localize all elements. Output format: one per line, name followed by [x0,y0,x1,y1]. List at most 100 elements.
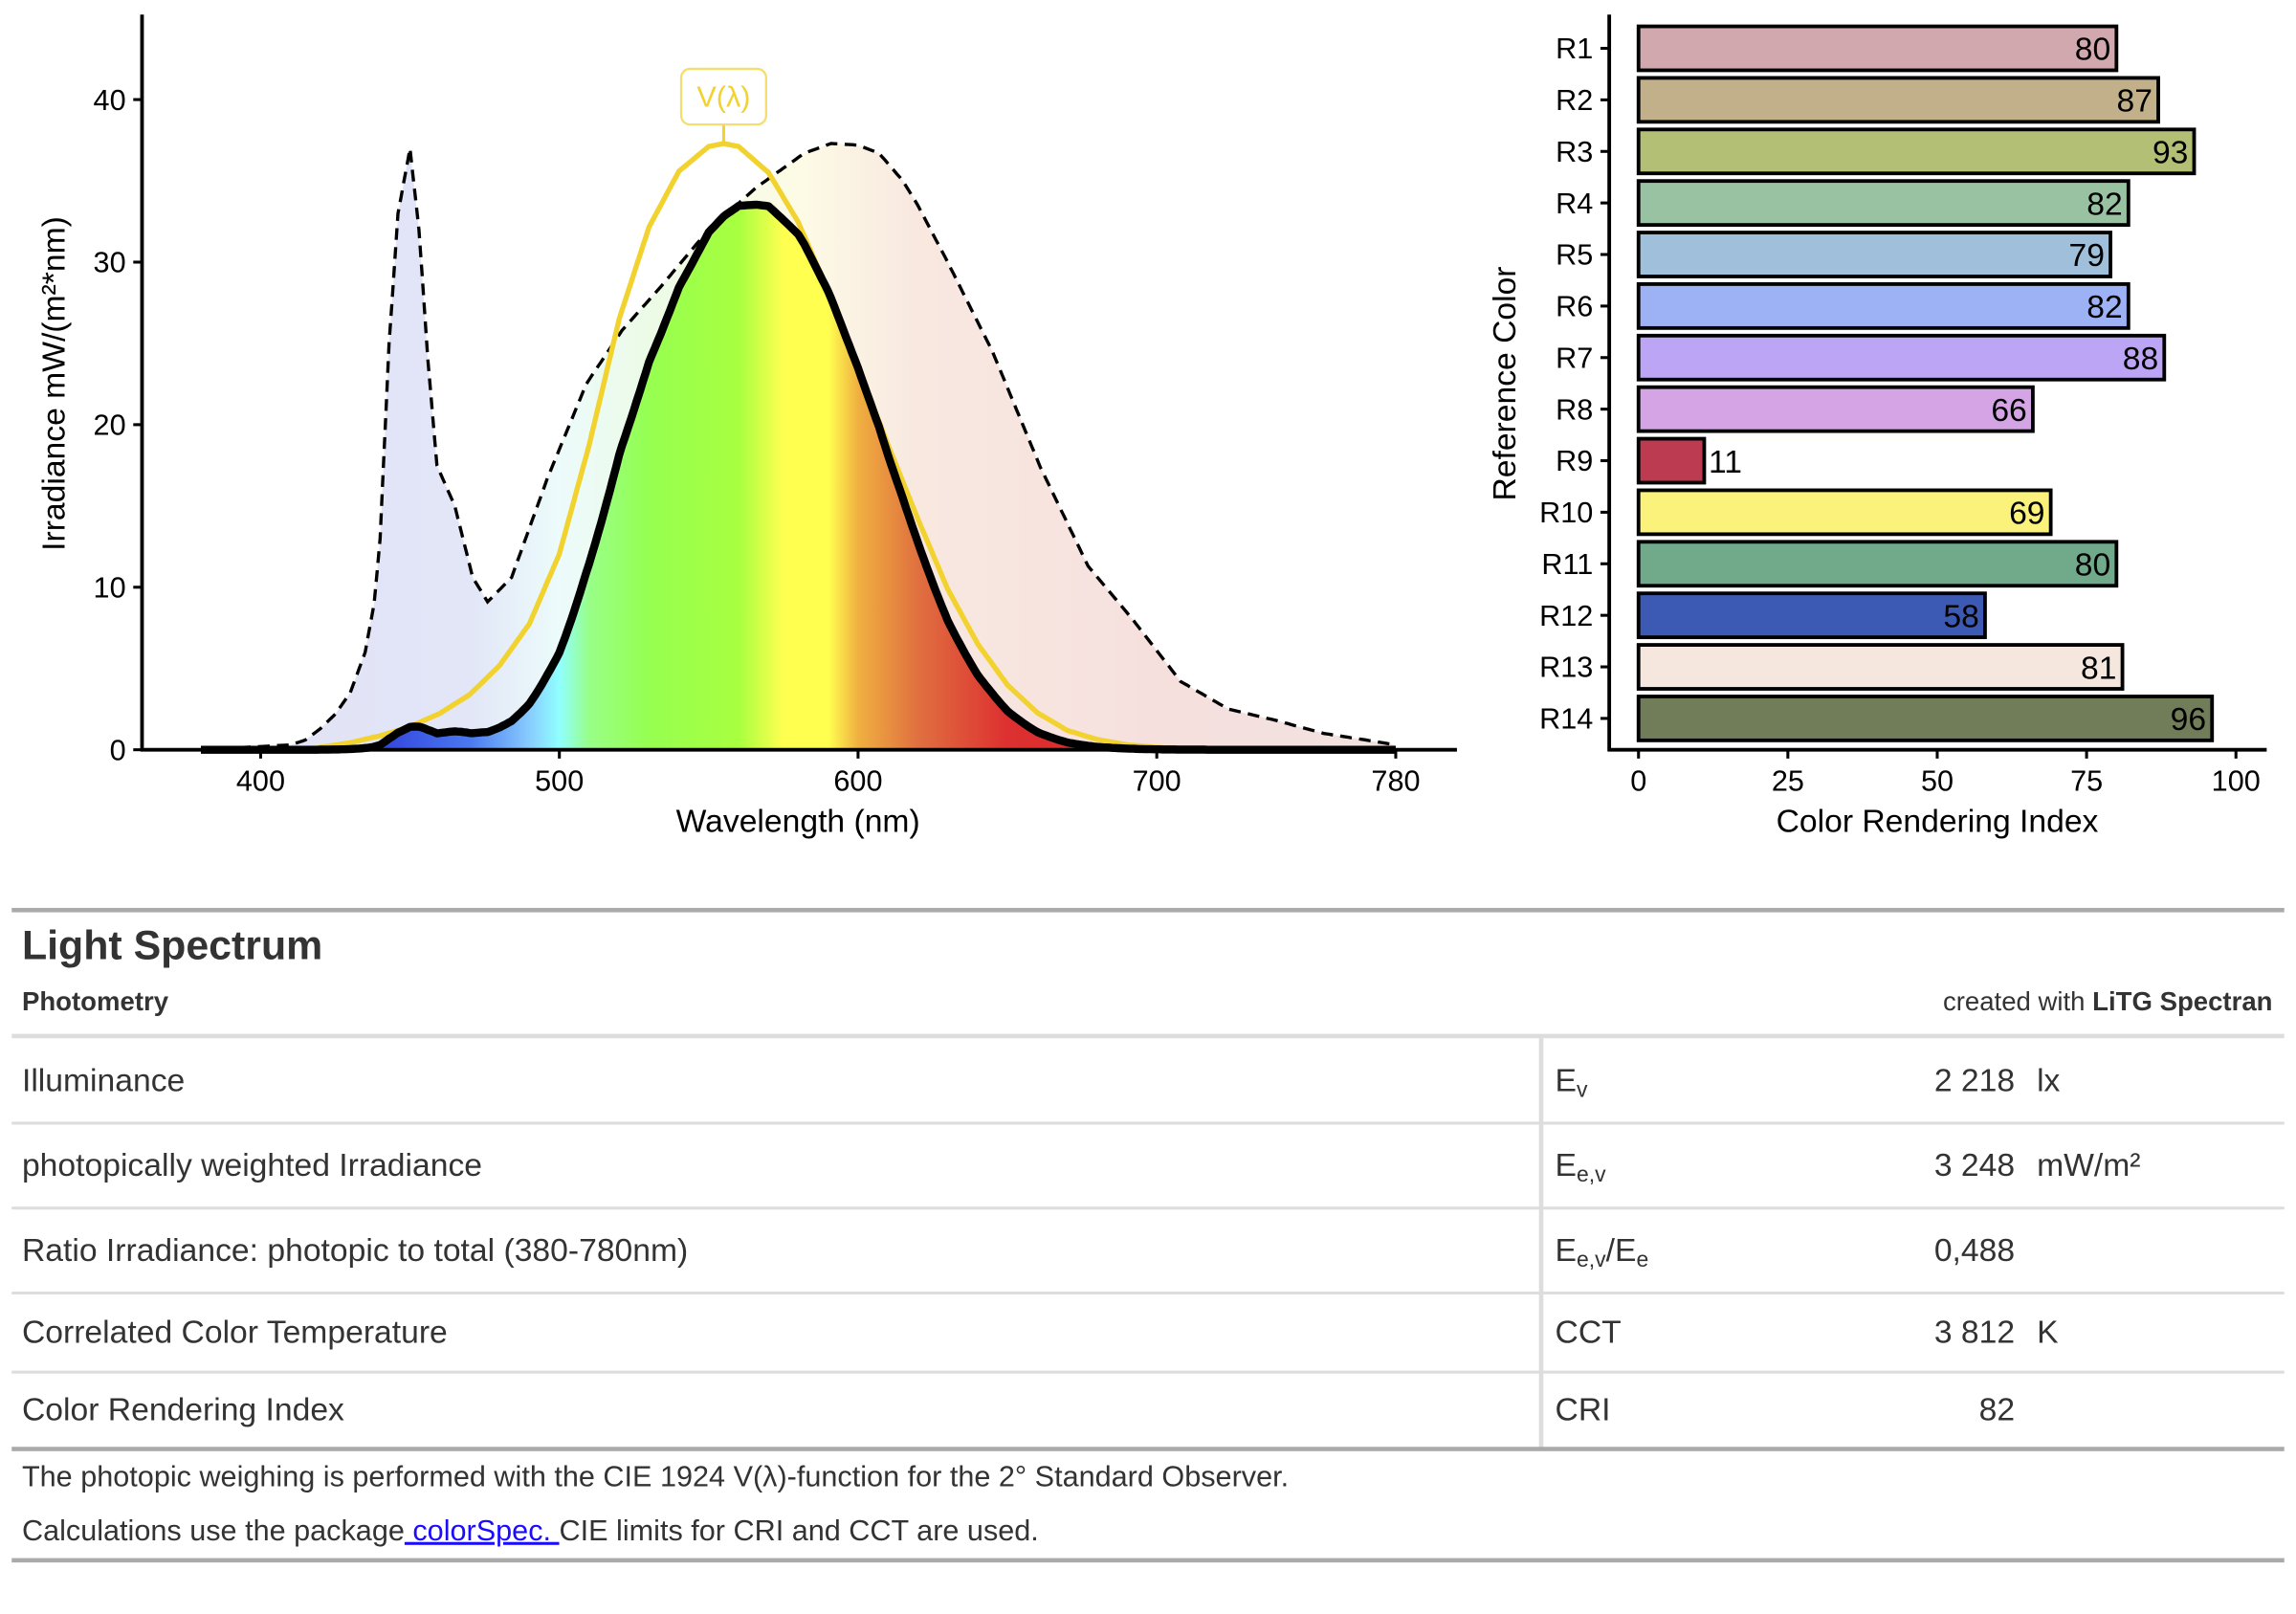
bar-r14 [1636,695,2215,742]
divider [11,1033,2285,1039]
credit: created with LiTG Spectran [1943,987,2273,1018]
weighted-spectrum-area [200,204,1396,750]
x-tick-label: 50 [1921,765,1954,798]
y-tick-label: R5 [1556,239,1593,272]
x-tick-label: 780 [1371,765,1420,798]
row-unit: K [2037,1313,2059,1351]
spectrum-dashed-line [200,142,1397,750]
cri-axes: R1 R2 R3 R4 R5 R6 R7 R8 R9 R10 R11 R12 R13 R14 0 25 50 75… [1539,14,2267,798]
y-tick-label: R10 [1539,497,1593,529]
footnote-1: The photopic weighing is performed with … [21,1461,1290,1494]
x-tick-label: 400 [236,765,285,798]
bar-r1 [1636,24,2119,73]
table-title: Light Spectrum [21,922,323,968]
row-unit: mW/m² [2037,1146,2141,1183]
row-label: Correlated Color Temperature [21,1313,448,1351]
row-unit: lx [2037,1061,2061,1098]
row-value: 3 248 [1933,1146,2016,1183]
x-tick-label: 25 [1772,765,1804,798]
y-tick-label: R3 [1556,136,1593,168]
bar-value-label: 80 [2075,548,2110,584]
footnote-text: Calculations use the package [21,1515,405,1548]
spectrum-chart: V(λ) 400 500 600 700 780 0 10 20 30 40 Wavelength… [36,14,1457,839]
y-tick-label: 20 [94,409,126,442]
bar-value-label: 82 [2086,187,2122,222]
y-tick-label: 30 [94,247,126,279]
row-value: 0,488 [1933,1231,2016,1269]
x-tick-label: 500 [535,765,584,798]
v-lambda-annotation: V(λ) [679,67,767,144]
table-row: photopically weighted Irradiance Ee,v 3 … [11,1123,2284,1208]
bar-r9 [1636,436,1707,485]
symbol-text: CRI [1555,1391,1611,1428]
bar-value-label: 81 [2081,651,2116,686]
bar-value-label: 11 [1709,445,1742,480]
table-subtitle: Photometry [21,986,169,1017]
table-row: Illuminance Ev 2 218 lx [11,1038,2284,1123]
v-lambda-label: V(λ) [696,81,750,114]
bar-r10 [1636,488,2053,537]
row-symbol: Ee,v [1555,1123,1605,1218]
bar-r12 [1636,591,1987,640]
bar-value-label: 93 [2152,136,2188,171]
table-row: Color Rendering Index CRI 82 [11,1372,2284,1448]
symbol-subscript: e,v [1576,1248,1606,1273]
y-tick-label: R13 [1539,652,1593,684]
y-tick-label: 10 [94,571,126,604]
symbol-subscript: e,v [1576,1162,1606,1188]
x-tick-label: 0 [1630,765,1646,798]
bar-r13 [1636,643,2125,691]
y-tick-label: R8 [1556,393,1593,426]
x-tick-label: 75 [2070,765,2103,798]
x-tick-label: 700 [1133,765,1181,798]
bar-value-label: 69 [2009,497,2044,532]
y-tick-label: R1 [1556,33,1593,65]
footnote-2: Calculations use the package colorSpec. … [22,1515,1039,1549]
divider [11,1447,2285,1451]
bar-r5 [1636,231,2112,278]
y-axis-title: Irradiance mW/(m²*nm) [36,216,72,551]
divider [11,907,2285,913]
y-tick-label: R12 [1539,600,1593,632]
y-tick-label: R6 [1556,291,1593,323]
symbol-text: CCT [1555,1313,1622,1351]
y-tick-label: R14 [1539,703,1593,736]
row-symbol: CCT [1555,1293,1621,1382]
symbol-subscript: v [1576,1077,1588,1103]
x-axis-title: Color Rendering Index [1777,804,2099,839]
bar-r7 [1636,333,2167,382]
credit-brand: LiTG Spectran [2092,986,2273,1017]
y-axis-title: Reference Color [1488,266,1523,500]
x-tick-label: 600 [833,765,882,798]
table-row: Ratio Irradiance: photopic to total (380… [11,1208,2284,1293]
column-divider [1538,1038,1544,1448]
bar-value-label: 66 [1991,393,2026,429]
symbol-text: /E [1605,1231,1637,1269]
symbol-text: E [1555,1231,1577,1269]
divider [11,1121,2285,1125]
bar-r8 [1636,385,2035,433]
symbol-text: E [1555,1061,1577,1098]
bar-value-label: 82 [2086,290,2122,325]
footnote-text: CIE limits for CRI and CCT are used. [559,1515,1039,1548]
bar-r3 [1636,127,2197,176]
spectrum-axes: 400 500 600 700 780 0 10 20 30 40 [94,14,1457,798]
y-tick-label: 0 [110,734,126,766]
divider [11,1558,2285,1563]
x-axis-title: Wavelength (nm) [676,804,920,839]
row-label: photopically weighted Irradiance [21,1146,483,1183]
divider [11,1206,2285,1210]
row-label: Color Rendering Index [21,1391,344,1428]
x-tick-label: 100 [2212,765,2261,798]
colorspec-link[interactable]: colorSpec. [404,1515,560,1548]
row-symbol: Ee,v/Ee [1555,1208,1648,1303]
y-tick-label: R4 [1556,188,1593,220]
bar-r11 [1636,540,2119,588]
row-label: Illuminance [21,1061,186,1098]
bar-r2 [1636,76,2160,124]
y-tick-label: R2 [1556,84,1593,117]
row-label: Ratio Irradiance: photopic to total (380… [21,1231,689,1269]
y-tick-label: 40 [94,84,126,117]
